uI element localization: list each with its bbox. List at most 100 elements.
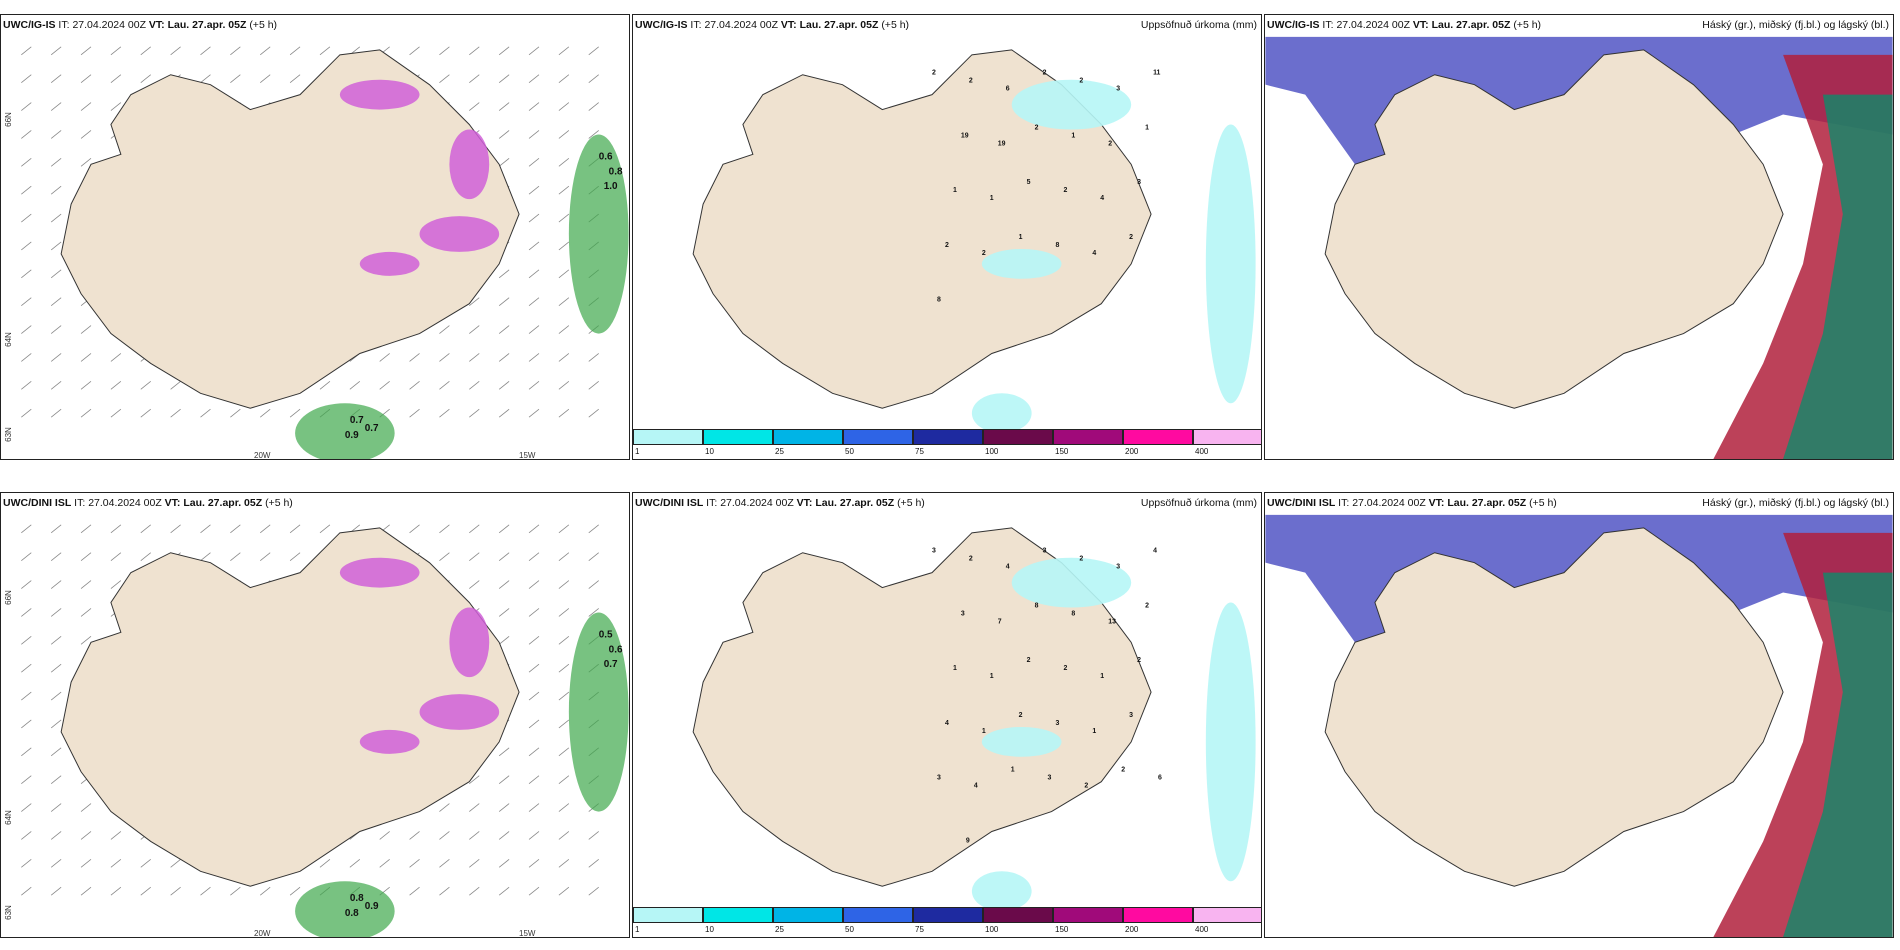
wind-barb [170, 886, 181, 896]
colorbar-swatch [843, 429, 913, 445]
precip-value-label: 11 [1153, 70, 1160, 77]
wind-barb [50, 102, 62, 111]
wind-barb [170, 859, 181, 868]
wind-barb [140, 408, 151, 418]
wind-barb [528, 775, 540, 785]
wind-barb [21, 886, 32, 896]
precip-value-label: 6 [1158, 775, 1162, 782]
wind-barb [528, 552, 540, 562]
wind-barb [439, 408, 450, 418]
wind-barb [558, 552, 570, 562]
wind-barb [50, 241, 62, 251]
wind-barb [21, 46, 32, 56]
wind-barb [379, 859, 390, 868]
wind-value-label: 0.7 [350, 415, 364, 426]
wind-barb [439, 325, 450, 334]
wind-speed-area [568, 134, 629, 334]
wind-barb [319, 524, 331, 534]
wind-barb [21, 859, 32, 868]
colorbar-label: 100 [985, 925, 999, 934]
wind-barb [80, 524, 92, 534]
wind-barb [21, 297, 32, 307]
wind-barb [21, 580, 32, 589]
wind-barb [289, 524, 301, 534]
wind-barb [528, 46, 540, 56]
precip-value-label: 1 [990, 673, 994, 680]
wind-barb [21, 747, 32, 757]
wind-value-label: 0.9 [345, 430, 359, 441]
wind-barb [289, 552, 301, 562]
colorbar-swatch [983, 429, 1053, 445]
precip-value-label: 19 [998, 140, 1006, 147]
precip-area [971, 393, 1032, 434]
wind-barb [50, 524, 62, 534]
wind-barb [21, 269, 32, 279]
wind-barb [469, 102, 480, 111]
colorbar-swatch [1053, 907, 1123, 923]
wind-barb [498, 552, 510, 562]
wind-value-label: 0.7 [365, 423, 379, 434]
wind-barb [498, 524, 510, 534]
wind-barb [498, 297, 510, 307]
wind-barb [110, 408, 122, 418]
wind-barb [230, 74, 241, 84]
wind-barb [50, 408, 62, 418]
wind-barb [50, 269, 62, 279]
wind-barb [558, 524, 570, 534]
wind-barb [528, 636, 540, 645]
precip-value-label: 2 [1129, 234, 1133, 241]
wind-barb [319, 381, 331, 390]
wind-barb [21, 524, 32, 534]
precip-value-label: 2 [932, 70, 936, 77]
colorbar-swatch [1123, 429, 1193, 445]
wind-value-label: 0.8 [609, 166, 623, 177]
wind-barb [110, 74, 122, 84]
iceland-coastline [692, 527, 1152, 887]
wind-barb [21, 775, 32, 785]
panel-header: UWC/IG-IS IT: 27.04.2024 00Z VT: Lau. 27… [1267, 19, 1889, 31]
wind-barb [439, 859, 450, 868]
precip-value-label: 3 [937, 775, 941, 782]
wind-barb [409, 46, 420, 56]
wind-barb [80, 886, 92, 896]
wind-barb [558, 185, 570, 195]
wind-barb [21, 608, 32, 617]
precip-value-label: 1 [1011, 767, 1015, 774]
map-bottom-wind: 0.50.60.70.80.90.8 [21, 524, 629, 937]
wind-barb [259, 552, 271, 562]
wind-barb [230, 886, 241, 896]
precip-value-label: 8 [1071, 610, 1075, 617]
precip-value-label: 1 [990, 195, 994, 202]
wind-barb [409, 831, 420, 840]
wind-barb [80, 381, 92, 390]
colorbar-label: 1 [635, 925, 640, 934]
wind-barb [558, 353, 570, 362]
lat-label-66n: 66N [3, 590, 13, 605]
wind-barb [110, 859, 122, 868]
wind-barb [170, 408, 181, 418]
wind-barb [528, 74, 540, 84]
wind-barb [558, 691, 570, 701]
wind-barb [21, 325, 32, 334]
wind-barb [469, 524, 480, 534]
wind-barb [558, 719, 570, 729]
precip-area [981, 248, 1062, 279]
wind-barb [50, 608, 62, 617]
wind-value-label: 0.8 [350, 893, 364, 904]
wind-barb [110, 353, 122, 362]
wind-barb [558, 636, 570, 645]
colorbar-label: 75 [915, 447, 924, 456]
snow-area [419, 216, 500, 252]
wind-barb [21, 552, 32, 562]
wind-barb [80, 130, 92, 139]
wind-barb [588, 353, 599, 362]
precip-colorbar: 1 10 25 50 75 100 150 200 400 [633, 905, 1261, 937]
wind-barb [259, 408, 271, 418]
precip-value-label: 2 [1121, 767, 1125, 774]
wind-barb [140, 552, 151, 562]
wind-barb [498, 269, 510, 279]
precip-value-label: 8 [1035, 602, 1039, 609]
wind-barb [498, 158, 510, 167]
colorbar-label: 100 [985, 447, 999, 456]
